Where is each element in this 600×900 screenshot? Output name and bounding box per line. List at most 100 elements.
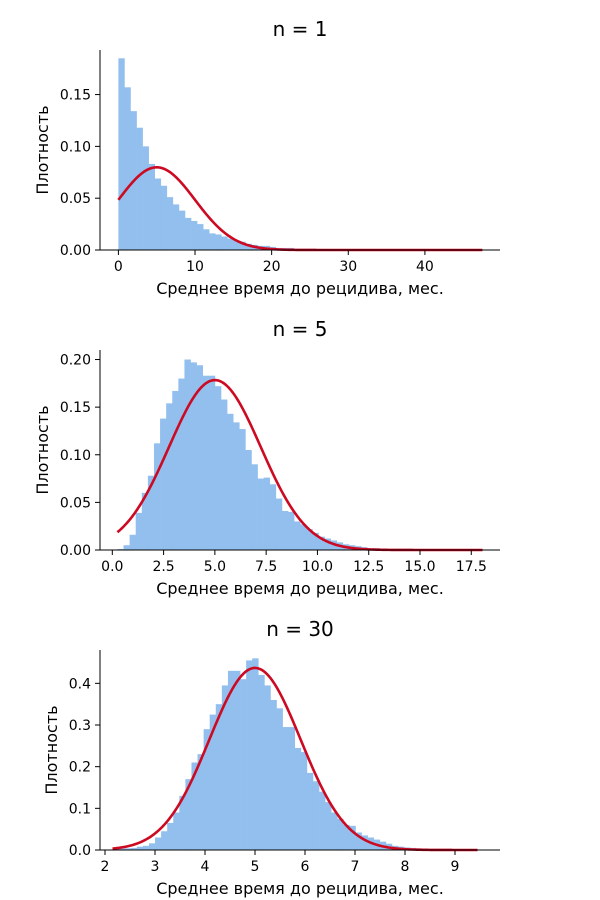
y-tick-label: 0.05 [60, 191, 91, 207]
histogram-bar [227, 670, 235, 850]
chart-title: n = 1 [273, 17, 328, 41]
histogram-bar [166, 197, 174, 250]
histogram-bar [130, 847, 138, 850]
histogram-bar [155, 837, 162, 850]
y-tick-label: 0.15 [60, 400, 91, 416]
histogram-bar [185, 779, 192, 850]
histogram-bar [178, 378, 185, 550]
histogram-bar [147, 475, 155, 550]
histogram-bar [300, 524, 307, 550]
x-tick-label: 10 [186, 259, 204, 275]
histogram-bar [197, 224, 204, 250]
histogram-bar [288, 727, 296, 850]
x-tick-label: 6 [301, 859, 310, 875]
x-axis-label: Среднее время до рецидива, мес. [156, 279, 444, 298]
y-tick-label: 0.00 [60, 243, 91, 259]
y-tick-label: 0.20 [60, 353, 91, 369]
x-tick-label: 2.5 [152, 559, 174, 575]
histogram-bar [215, 704, 223, 850]
x-tick-label: 10.0 [302, 559, 333, 575]
x-tick-label: 0 [114, 259, 123, 275]
y-tick-label: 0.05 [60, 495, 91, 511]
x-tick-label: 3 [151, 859, 160, 875]
histogram-bar [135, 512, 143, 550]
histogram-bar [160, 418, 167, 550]
y-tick-label: 0.2 [69, 760, 91, 776]
histogram-bar [252, 658, 259, 850]
x-tick-label: 12.5 [353, 559, 384, 575]
y-tick-label: 0.15 [60, 88, 91, 104]
histogram-bar [325, 802, 332, 850]
x-tick-label: 15.0 [404, 559, 435, 575]
histogram-bar [294, 747, 302, 850]
histogram-bar [306, 529, 313, 550]
histogram-bar [202, 375, 210, 550]
histogram-bar [160, 185, 168, 250]
y-tick-label: 0.10 [60, 448, 91, 464]
histogram-bar [196, 365, 204, 550]
x-tick-label: 2 [101, 859, 110, 875]
x-tick-label: 5 [251, 859, 260, 875]
histogram-bar [234, 670, 241, 850]
histogram-bar [312, 532, 319, 550]
histogram-bar [142, 845, 150, 850]
histogram-bar [233, 422, 240, 550]
histogram-bar [319, 791, 326, 850]
histogram-bar [361, 835, 368, 850]
histogram-bar [263, 477, 271, 550]
x-tick-label: 5.0 [204, 559, 226, 575]
histogram-bar [209, 233, 216, 250]
histogram-bar [208, 375, 216, 550]
histogram-bar [331, 812, 338, 850]
y-axis-label: Плотность [33, 105, 52, 194]
histogram-bar [209, 714, 217, 850]
histogram-bar [312, 781, 320, 850]
histogram-bar [184, 359, 191, 550]
histogram-bar [227, 413, 234, 550]
histogram-bar [129, 534, 137, 550]
x-axis-label: Среднее время до рецидива, мес. [156, 879, 444, 898]
histogram-bar [257, 478, 264, 550]
histogram-bar [191, 762, 198, 850]
histogram-bar [203, 229, 210, 250]
chart-panel-1: 0 10 20 30 40 0.00 0.05 0.10 0.15 n = 1 Среднее вр… [33, 17, 500, 298]
x-tick-label: 30 [339, 259, 357, 275]
x-tick-label: 7.5 [255, 559, 277, 575]
histogram-bar [173, 812, 180, 850]
histogram-bar [118, 58, 125, 250]
histogram-bar [214, 386, 222, 550]
chart-title: n = 30 [266, 617, 334, 641]
histogram-bar [167, 822, 174, 850]
histogram-bar [355, 832, 362, 850]
histogram-bar [294, 521, 301, 550]
x-tick-label: 8 [401, 859, 410, 875]
histogram-bar [337, 818, 344, 850]
histogram-bar [124, 848, 132, 850]
histogram-bar [349, 825, 356, 850]
y-tick-label: 0.4 [69, 676, 91, 692]
histogram-bar [172, 204, 180, 250]
histogram-bar [270, 700, 277, 850]
chart-panel-2: 0.0 2.5 5.0 7.5 10.0 12.5 15.0 17.5 0.00 0.05 0.10… [33, 317, 500, 598]
histogram-bar [275, 498, 283, 550]
histogram-bar [251, 464, 258, 550]
chart-title: n = 5 [273, 317, 328, 341]
histogram-bar [300, 752, 308, 850]
histogram-bar [343, 825, 350, 850]
y-tick-label: 0.0 [69, 843, 91, 859]
histogram-bar [178, 210, 186, 250]
x-tick-label: 40 [416, 259, 434, 275]
histogram-bar [172, 390, 179, 550]
histogram-bar [264, 685, 271, 850]
histogram-bar [281, 510, 289, 550]
y-tick-label: 0.00 [60, 543, 91, 559]
x-axis-label: Среднее время до рецидива, мес. [156, 579, 444, 598]
histogram-bar [246, 660, 253, 850]
histogram-bar [190, 362, 197, 550]
histogram-bar [282, 727, 289, 850]
histogram-bar [245, 243, 252, 250]
x-tick-label: 9 [451, 859, 460, 875]
histogram-bar [240, 679, 247, 850]
histogram-bar [215, 234, 222, 250]
